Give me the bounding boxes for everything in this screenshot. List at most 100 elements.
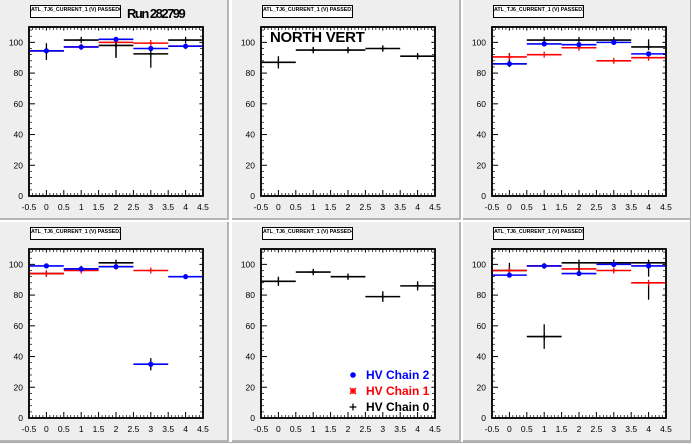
svg-text:1: 1: [79, 424, 84, 434]
svg-text:20: 20: [246, 382, 256, 392]
svg-text:-0.5: -0.5: [485, 424, 500, 434]
svg-text:1: 1: [542, 424, 547, 434]
svg-text:60: 60: [477, 321, 487, 331]
svg-text:4: 4: [183, 424, 188, 434]
svg-text:0: 0: [481, 413, 486, 423]
svg-text:2: 2: [346, 424, 351, 434]
svg-text:1.5: 1.5: [93, 202, 105, 212]
svg-text:40: 40: [477, 352, 487, 362]
svg-text:1: 1: [79, 202, 84, 212]
svg-text:0: 0: [507, 202, 512, 212]
svg-text:40: 40: [246, 130, 256, 140]
svg-text:2.5: 2.5: [590, 424, 602, 434]
svg-text:80: 80: [14, 290, 24, 300]
svg-text:1.5: 1.5: [325, 202, 337, 212]
svg-text:3: 3: [611, 424, 616, 434]
svg-text:1.5: 1.5: [556, 424, 568, 434]
svg-text:3: 3: [380, 424, 385, 434]
svg-text:0: 0: [481, 191, 486, 201]
svg-text:40: 40: [477, 130, 487, 140]
svg-text:4.5: 4.5: [429, 202, 441, 212]
svg-text:3: 3: [148, 202, 153, 212]
svg-text:2: 2: [114, 424, 119, 434]
svg-text:0: 0: [250, 191, 255, 201]
svg-text:4: 4: [646, 424, 651, 434]
svg-text:100: 100: [472, 37, 486, 47]
svg-text:0: 0: [250, 413, 255, 423]
svg-text:3.5: 3.5: [394, 424, 406, 434]
svg-text:20: 20: [14, 160, 24, 170]
svg-text:0: 0: [276, 202, 281, 212]
svg-text:100: 100: [241, 37, 255, 47]
svg-text:2.5: 2.5: [359, 202, 371, 212]
svg-text:2.5: 2.5: [127, 424, 139, 434]
svg-text:4.5: 4.5: [197, 202, 209, 212]
svg-text:3.5: 3.5: [625, 424, 637, 434]
svg-text:3.5: 3.5: [162, 424, 174, 434]
svg-text:1.5: 1.5: [325, 424, 337, 434]
svg-text:60: 60: [246, 321, 256, 331]
svg-text:4: 4: [183, 202, 188, 212]
svg-text:2.5: 2.5: [590, 202, 602, 212]
svg-text:2.5: 2.5: [127, 202, 139, 212]
svg-text:80: 80: [477, 290, 487, 300]
svg-text:4: 4: [415, 424, 420, 434]
svg-text:-0.5: -0.5: [254, 424, 269, 434]
svg-text:-0.5: -0.5: [22, 424, 37, 434]
svg-text:0.5: 0.5: [58, 202, 70, 212]
svg-text:80: 80: [477, 68, 487, 78]
svg-text:0.5: 0.5: [521, 424, 533, 434]
svg-text:4.5: 4.5: [660, 202, 672, 212]
svg-text:-0.5: -0.5: [22, 202, 37, 212]
svg-text:1: 1: [311, 424, 316, 434]
svg-text:3.5: 3.5: [394, 202, 406, 212]
svg-text:40: 40: [246, 352, 256, 362]
svg-text:2: 2: [577, 424, 582, 434]
svg-text:20: 20: [477, 160, 487, 170]
svg-text:4.5: 4.5: [429, 424, 441, 434]
svg-text:100: 100: [472, 259, 486, 269]
svg-text:0: 0: [44, 202, 49, 212]
svg-text:0.5: 0.5: [290, 202, 302, 212]
svg-text:20: 20: [246, 160, 256, 170]
svg-text:2: 2: [114, 202, 119, 212]
svg-text:60: 60: [477, 99, 487, 109]
svg-text:4.5: 4.5: [197, 424, 209, 434]
svg-text:2: 2: [577, 202, 582, 212]
svg-text:2: 2: [346, 202, 351, 212]
svg-text:80: 80: [14, 68, 24, 78]
svg-text:3: 3: [148, 424, 153, 434]
svg-text:0.5: 0.5: [58, 424, 70, 434]
svg-text:40: 40: [14, 130, 24, 140]
svg-text:3.5: 3.5: [162, 202, 174, 212]
svg-text:20: 20: [14, 382, 24, 392]
svg-text:0: 0: [44, 424, 49, 434]
svg-text:0: 0: [18, 191, 23, 201]
svg-text:60: 60: [14, 99, 24, 109]
svg-text:1.5: 1.5: [556, 202, 568, 212]
svg-text:100: 100: [241, 259, 255, 269]
svg-text:0: 0: [18, 413, 23, 423]
svg-text:100: 100: [9, 37, 23, 47]
svg-text:0.5: 0.5: [521, 202, 533, 212]
svg-text:-0.5: -0.5: [485, 202, 500, 212]
svg-text:2.5: 2.5: [359, 424, 371, 434]
svg-text:3.5: 3.5: [625, 202, 637, 212]
svg-text:3: 3: [380, 202, 385, 212]
svg-text:4: 4: [646, 202, 651, 212]
svg-text:80: 80: [246, 68, 256, 78]
svg-text:60: 60: [14, 321, 24, 331]
svg-text:80: 80: [246, 290, 256, 300]
svg-text:1.5: 1.5: [93, 424, 105, 434]
svg-text:40: 40: [14, 352, 24, 362]
svg-text:0: 0: [276, 424, 281, 434]
svg-text:0.5: 0.5: [290, 424, 302, 434]
svg-text:4: 4: [415, 202, 420, 212]
svg-text:-0.5: -0.5: [254, 202, 269, 212]
svg-text:1: 1: [311, 202, 316, 212]
svg-text:100: 100: [9, 259, 23, 269]
svg-text:4.5: 4.5: [660, 424, 672, 434]
svg-text:3: 3: [611, 202, 616, 212]
svg-text:0: 0: [507, 424, 512, 434]
svg-text:60: 60: [246, 99, 256, 109]
